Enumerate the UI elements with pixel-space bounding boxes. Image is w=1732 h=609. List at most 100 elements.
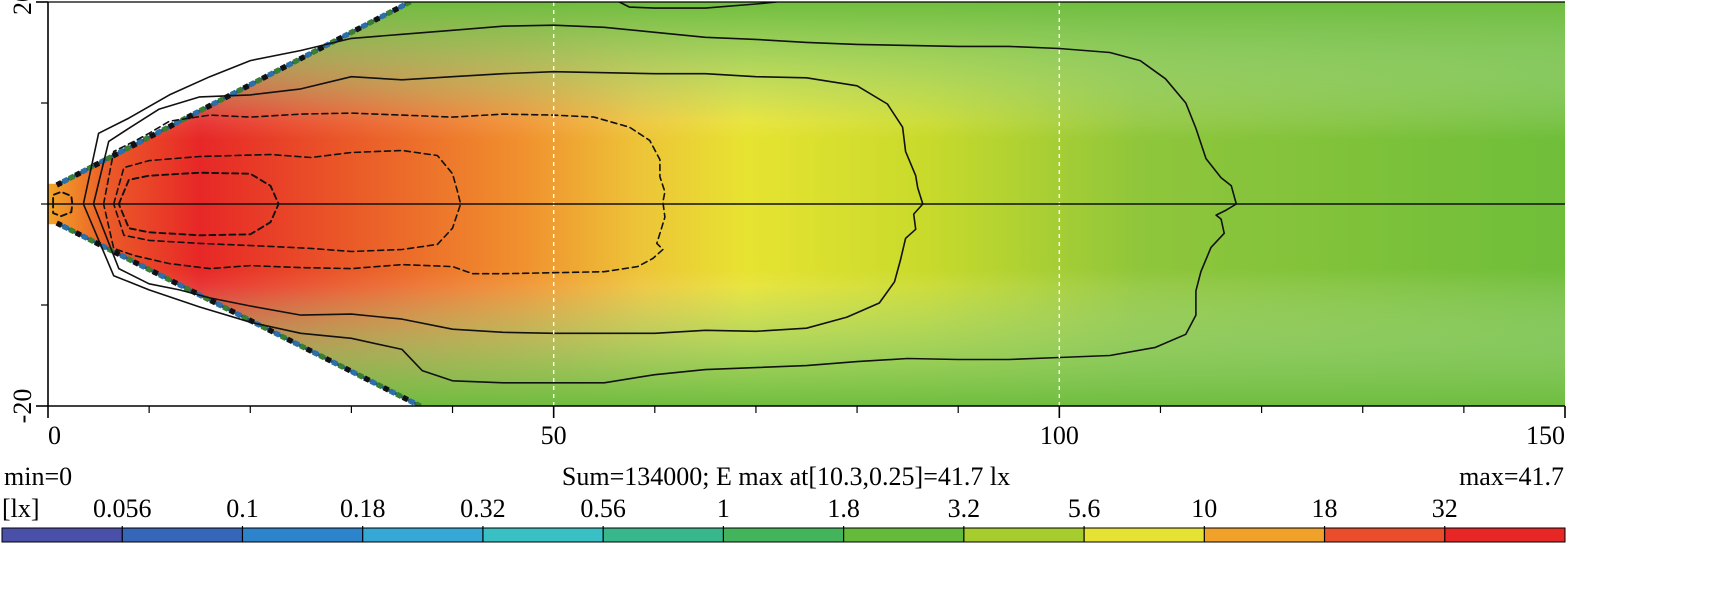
upper-edge-mark: [74, 170, 82, 178]
upper-edge-mark: [385, 9, 393, 17]
lower-edge-mark: [215, 301, 224, 309]
lower-edge-mark: [337, 362, 345, 370]
upper-edge-mark: [348, 28, 356, 36]
lower-edge-mark: [305, 346, 313, 354]
lower-edge-mark: [292, 340, 300, 348]
legend-color-segment-8: [843, 528, 965, 542]
upper-edge-mark: [161, 125, 169, 133]
legend-color-segment-12: [1324, 528, 1446, 542]
upper-edge-mark: [80, 167, 88, 175]
upper-edge-mark: [242, 83, 250, 91]
legend-border: [1, 527, 1566, 543]
lower-edge-mark: [126, 256, 134, 264]
upper-edge-mark: [61, 176, 69, 185]
lower-edge-mark: [331, 359, 339, 367]
lower-edge-mark: [279, 333, 288, 341]
upper-edge-mark: [205, 102, 213, 110]
upper-edge-mark: [304, 51, 312, 59]
lower-edge-mark: [170, 278, 179, 286]
lower-edge-mark: [164, 275, 172, 283]
upper-edge-mark: [136, 138, 144, 146]
legend-tick-label-7: 1.8: [827, 494, 860, 523]
lower-edge-mark: [286, 336, 294, 345]
x-tick-label-0: 0: [48, 421, 61, 450]
lower-edge-mark: [299, 343, 307, 351]
x-tick-label-50: 50: [541, 421, 567, 450]
lower-edge-mark: [350, 369, 358, 377]
legend-color-segment-13: [1444, 528, 1566, 542]
lower-edge-mark: [158, 272, 166, 280]
lower-edge-mark: [132, 259, 140, 267]
upper-edge-mark: [105, 154, 113, 162]
lower-edge-mark: [388, 388, 397, 396]
y-tick-label--20: -20: [8, 389, 37, 424]
upper-edge-mark: [404, 2, 412, 7]
lower-edge-mark: [343, 365, 352, 374]
legend-tick-label-8: 3.2: [948, 494, 981, 523]
legend-color-segment-1: [2, 528, 123, 542]
lower-edge-mark: [228, 307, 236, 315]
upper-edge-mark: [92, 160, 101, 169]
legend-tick-label-6: 1: [717, 494, 730, 523]
upper-edge-mark: [354, 25, 362, 33]
contour-line-7: [618, 2, 777, 9]
upper-edge-mark: [310, 47, 319, 56]
legend-tick-label-11: 18: [1312, 494, 1338, 523]
legend-tick-label-9: 5.6: [1068, 494, 1101, 523]
legend-tick-label-2: 0.1: [226, 494, 259, 523]
legend-color-segment-7: [723, 528, 844, 542]
upper-edge-mark: [391, 5, 400, 14]
min-label: min=0: [4, 462, 72, 491]
lower-edge-mark: [87, 236, 95, 244]
upper-edge-mark: [148, 131, 157, 140]
legend-tick-label-5: 0.56: [580, 494, 626, 523]
upper-edge-mark: [298, 54, 306, 62]
lower-edge-mark: [408, 398, 416, 406]
legend-color-segment-9: [963, 528, 1085, 542]
upper-edge-mark: [279, 63, 288, 72]
upper-edge-mark: [117, 147, 126, 156]
lower-edge-mark: [183, 285, 191, 293]
contour-line-3: [112, 149, 462, 253]
text-layer: 0 50 100 150 -20 20 min=0 Sum=134000; E max at[…: [4, 0, 1565, 491]
plot-layer: [48, 2, 1565, 406]
y-tick-label-20: 20: [8, 0, 37, 15]
lower-edge-mark: [267, 327, 275, 335]
contour-line-4: [102, 112, 666, 275]
legend-color-segment-6: [603, 528, 724, 542]
lower-edge-mark: [414, 401, 422, 406]
lower-edge-mark: [273, 330, 281, 338]
lower-edge-mark: [356, 372, 365, 380]
legend-color-segment-3: [242, 528, 363, 542]
lower-edge-mark: [61, 223, 70, 232]
lower-edge-mark: [119, 252, 127, 261]
legend-tick-label-10: 10: [1191, 494, 1217, 523]
grid-layer: [48, 2, 1565, 406]
tick-layer: [36, 1, 1566, 418]
lower-edge-mark: [376, 382, 384, 390]
upper-edge-mark: [167, 122, 175, 130]
lower-edge-mark: [401, 394, 409, 403]
upper-edge-mark: [267, 70, 275, 78]
lower-edge-mark: [395, 391, 403, 399]
lower-edge-mark: [113, 249, 121, 257]
contour-line-5: [92, 70, 924, 335]
upper-edge-mark: [273, 67, 281, 75]
beam-upper-edge: [55, 2, 412, 188]
legend-layer: [lx] 0.056 0.1 0.18 0.32 0.56 1 1.8 3.2 5.6 10 18 32: [1, 494, 1566, 543]
upper-edge-mark: [236, 86, 244, 94]
legend-tick-label-1: 0.056: [93, 494, 152, 523]
summary-label: Sum=134000; E max at[10.3,0.25]=41.7 lx: [562, 462, 1010, 491]
lower-edge-mark: [318, 352, 326, 361]
upper-edge-mark: [342, 31, 350, 39]
legend-tick-label-12: 32: [1432, 494, 1458, 523]
upper-edge-mark: [67, 173, 76, 181]
lower-edge-mark: [55, 220, 63, 228]
beam-lower-edge: [55, 220, 422, 406]
upper-edge-mark: [198, 105, 207, 114]
contour-layer: [52, 2, 1238, 384]
lower-edge-mark: [145, 265, 153, 274]
legend-color-segment-11: [1204, 528, 1325, 542]
